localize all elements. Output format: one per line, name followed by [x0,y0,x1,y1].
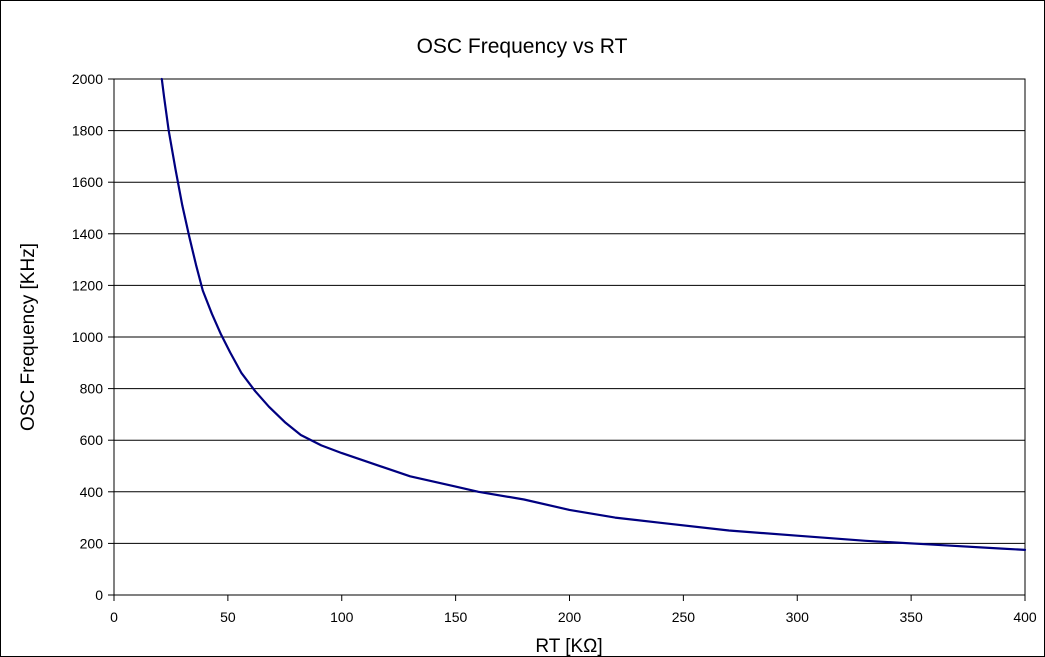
y-tick-label: 200 [80,535,104,551]
axes [108,78,1026,601]
x-tick-label: 150 [444,609,468,625]
x-tick-label: 200 [558,609,582,625]
x-tick-label: 50 [220,609,236,625]
x-axis-label: RT [KΩ] [535,636,602,656]
plot-area-border [113,78,1026,596]
y-tick-label: 1000 [72,329,103,345]
y-tick-label: 1400 [72,226,103,242]
y-tick-label: 0 [95,587,103,603]
x-tick-label: 0 [110,609,118,625]
x-tick-label: 300 [786,609,810,625]
y-tick-label: 600 [80,432,104,448]
y-axis-label: OSC Frequency [KHz] [18,243,39,431]
series-line-0 [160,77,1027,552]
x-tick-label: 400 [1013,609,1037,625]
series-layer [160,77,1027,552]
y-tick-label: 800 [80,381,104,397]
x-tick-label: 100 [330,609,354,625]
x-tick-label: 250 [672,609,696,625]
y-tick-label: 1600 [72,174,103,190]
gridlines [114,78,1025,596]
x-tick-label: 350 [899,609,923,625]
y-tick-label: 1800 [72,123,103,139]
chart-title: OSC Frequency vs RT [417,35,628,58]
y-tick-label: 2000 [72,71,103,87]
y-tick-label: 1200 [72,277,103,293]
y-tick-label: 400 [80,484,104,500]
tick-labels: 0 200 400 600 800 1000 1200 1400 1600 1800 2000 0 50… [72,71,1037,625]
